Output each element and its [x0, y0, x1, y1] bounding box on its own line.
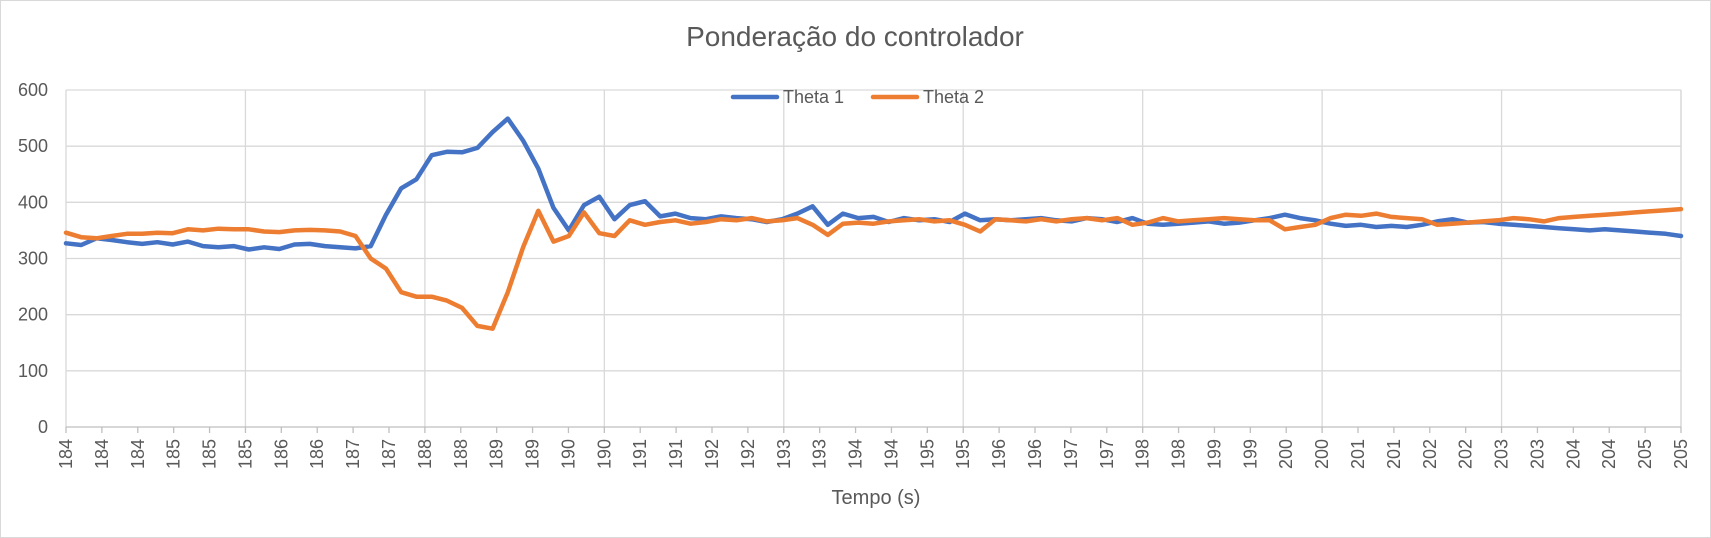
- x-tick-label: 185: [164, 439, 184, 469]
- x-tick-label: 196: [989, 439, 1009, 469]
- x-tick-label: 204: [1599, 439, 1619, 469]
- x-tick-label: 192: [702, 439, 722, 469]
- x-tick-label: 205: [1671, 439, 1691, 469]
- x-tick-label: 200: [1312, 439, 1332, 469]
- x-tick-label: 201: [1348, 439, 1368, 469]
- x-tick-label: 185: [235, 439, 255, 469]
- x-tick-label: 197: [1061, 439, 1081, 469]
- legend-label-theta-1: Theta 1: [783, 87, 844, 107]
- x-tick-label: 187: [379, 439, 399, 469]
- y-tick-label: 0: [38, 417, 48, 437]
- series-line-theta-1: [63, 116, 1684, 252]
- y-tick-label: 600: [18, 80, 48, 100]
- x-tick-label: 190: [558, 439, 578, 469]
- x-tick-label: 203: [1492, 439, 1512, 469]
- legend-label-theta-2: Theta 2: [923, 87, 984, 107]
- x-tick-label: 193: [810, 439, 830, 469]
- chart-title: Ponderação do controlador: [686, 21, 1024, 52]
- series-lines: [63, 116, 1684, 331]
- x-tick-label: 200: [1276, 439, 1296, 469]
- x-tick-label: 191: [666, 439, 686, 469]
- series-line-theta-2: [63, 206, 1684, 331]
- x-tick-label: 196: [1025, 439, 1045, 469]
- x-tick-label: 194: [846, 439, 866, 469]
- x-tick-label: 186: [271, 439, 291, 469]
- x-tick-label: 204: [1563, 439, 1583, 469]
- x-tick-label: 205: [1635, 439, 1655, 469]
- x-tick-label: 195: [953, 439, 973, 469]
- y-tick-label: 200: [18, 305, 48, 325]
- y-tick-label: 100: [18, 361, 48, 381]
- x-tick-label: 199: [1240, 439, 1260, 469]
- gridlines: [65, 89, 1682, 427]
- x-tick-label: 202: [1420, 439, 1440, 469]
- x-tick-label: 194: [881, 439, 901, 469]
- y-tick-label: 400: [18, 192, 48, 212]
- x-axis-title: Tempo (s): [832, 487, 921, 509]
- x-tick-label: 187: [343, 439, 363, 469]
- x-tick-label: 184: [128, 439, 148, 469]
- x-tick-label: 203: [1527, 439, 1547, 469]
- x-tick-label: 184: [92, 439, 112, 469]
- x-tick-label: 192: [738, 439, 758, 469]
- legend: Theta 1 Theta 2: [730, 87, 984, 107]
- x-tick-label: 197: [1097, 439, 1117, 469]
- x-tick-label: 185: [200, 439, 220, 469]
- x-tick-label: 199: [1204, 439, 1224, 469]
- x-tick-label: 191: [630, 439, 650, 469]
- axes: 0 100 200 300 400 500 600 184 184 184 185 185 185 186…: [18, 80, 1691, 469]
- x-tick-label: 202: [1456, 439, 1476, 469]
- x-tick-label: 193: [774, 439, 794, 469]
- y-tick-label: 500: [18, 136, 48, 156]
- x-tick-label: 188: [451, 439, 471, 469]
- x-tick-label: 195: [917, 439, 937, 469]
- y-tick-label: 300: [18, 249, 48, 269]
- x-tick-label: 201: [1384, 439, 1404, 469]
- x-tick-label: 186: [307, 439, 327, 469]
- x-tick-label: 189: [523, 439, 543, 469]
- x-tick-label: 184: [56, 439, 76, 469]
- x-tick-label: 198: [1169, 439, 1189, 469]
- x-tick-label: 189: [487, 439, 507, 469]
- x-tick-label: 190: [594, 439, 614, 469]
- x-tick-label: 198: [1133, 439, 1153, 469]
- x-tick-label: 188: [415, 439, 435, 469]
